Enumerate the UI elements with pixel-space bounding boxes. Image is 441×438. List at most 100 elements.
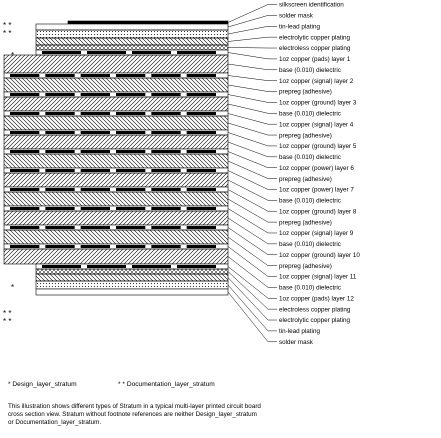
copper-trace (151, 131, 181, 134)
layer-label-23: base (0.010) dielectric (279, 241, 341, 248)
copper-trace (45, 188, 75, 191)
leader-line (227, 208, 277, 234)
documentation-marker-bottom: * * (3, 309, 11, 318)
copper-trace (151, 226, 181, 229)
layer-label-22: 1oz copper (signal) layer 9 (279, 230, 354, 237)
copper-trace (10, 131, 40, 134)
leader-line (227, 217, 277, 245)
copper-trace (10, 93, 40, 96)
layer-label-31: tin-lead plating (279, 328, 320, 335)
layer-15-dielectric (3, 134, 229, 150)
leader-line (227, 256, 277, 288)
copper-trace (177, 51, 216, 54)
documentation-marker-bottom-2: * * (3, 317, 11, 326)
copper-trace (186, 245, 216, 248)
layer-label-4: electrolytic copper plating (279, 34, 351, 41)
legend-design-text: Design_layer_stratum (12, 381, 77, 388)
copper-trace (116, 207, 146, 210)
copper-trace (80, 74, 110, 77)
layer-label-13: prepreg (adhesive) (279, 132, 332, 139)
leader-line (227, 15, 277, 28)
copper-trace (45, 207, 75, 210)
copper-trace (87, 265, 126, 268)
leader-line (227, 170, 277, 190)
copper-trace (42, 265, 81, 268)
layer-label-20: 1oz copper (ground) layer 8 (279, 208, 357, 215)
leader-line (227, 122, 277, 136)
layer-13-prepreg (3, 115, 229, 131)
copper-trace (80, 112, 110, 115)
layer-label-24: 1oz copper (ground) layer 10 (279, 252, 360, 259)
layer-2-mask (35, 23, 229, 31)
note-line-1: This illustration shows different types … (8, 403, 261, 410)
layer-label-25: prepreg (adhesive) (279, 263, 332, 270)
leader-line (227, 4, 277, 23)
copper-trace (132, 51, 171, 54)
leader-line (227, 26, 277, 35)
layer-1-silk (67, 20, 229, 25)
design-marker-bottom: * (11, 283, 14, 292)
leader-line (227, 52, 277, 60)
copper-trace (151, 74, 181, 77)
copper-trace (45, 245, 75, 248)
copper-trace (45, 150, 75, 153)
layer-label-27: base (0.010) dielectric (279, 285, 341, 292)
copper-trace (10, 150, 40, 153)
leader-line (227, 141, 277, 158)
leader-line (227, 284, 277, 332)
copper-trace (116, 245, 146, 248)
leader-line (227, 36, 277, 42)
leader-line (227, 47, 277, 49)
copper-trace (10, 245, 40, 248)
leader-line (227, 189, 277, 212)
layer-label-30: electrolytic copper plating (279, 317, 351, 324)
copper-trace (10, 169, 40, 172)
copper-trace (116, 112, 146, 115)
copper-trace (116, 74, 146, 77)
copper-trace (45, 169, 75, 172)
leader-line (227, 63, 277, 71)
layer-label-18: 1oz copper (power) layer 7 (279, 187, 354, 194)
copper-trace (186, 169, 216, 172)
layer-3-dots (35, 29, 229, 39)
copper-trace (151, 169, 181, 172)
copper-trace (10, 207, 40, 210)
leader-line (227, 236, 277, 266)
copper-trace (186, 188, 216, 191)
legend-design-mark: * (8, 381, 11, 388)
copper-trace (80, 207, 110, 210)
layer-label-21: prepreg (adhesive) (279, 219, 332, 226)
layer-5-crossHatch (35, 44, 229, 51)
copper-trace (10, 226, 40, 229)
layer-label-19: base (0.010) dielectric (279, 198, 341, 205)
layer-label-17: prepreg (adhesive) (279, 176, 332, 183)
layer-27-dielectric (3, 248, 229, 265)
copper-trace (80, 93, 110, 96)
layer-label-2: solder mask (279, 13, 314, 20)
copper-trace (42, 51, 81, 54)
copper-trace (151, 245, 181, 248)
copper-trace (151, 207, 181, 210)
copper-trace (45, 226, 75, 229)
copper-trace (45, 74, 75, 77)
copper-trace (116, 131, 146, 134)
layer-19-dielectric (3, 172, 229, 188)
layer-label-14: 1oz copper (ground) layer 5 (279, 143, 357, 150)
layer-label-6: 1oz copper (pads) layer 1 (279, 56, 351, 63)
leader-line (227, 151, 277, 168)
copper-trace (186, 93, 216, 96)
layer-4-hatchBack (35, 37, 229, 46)
leader-line (227, 266, 277, 299)
layer-label-16: 1oz copper (power) layer 6 (279, 165, 354, 172)
copper-trace (10, 112, 40, 115)
documentation-marker-top: * * (3, 21, 11, 30)
copper-trace (151, 150, 181, 153)
copper-trace (80, 150, 110, 153)
copper-trace (87, 51, 126, 54)
layer-31-dots (35, 280, 229, 290)
layer-label-11: base (0.010) dielectric (279, 111, 341, 118)
legend-documentation-text: Documentation_layer_stratum (127, 381, 215, 388)
leader-line (227, 291, 277, 343)
layer-label-15: base (0.010) dielectric (279, 154, 341, 161)
layer-labels: silkscreen identification solder mask tin-… (279, 2, 360, 346)
